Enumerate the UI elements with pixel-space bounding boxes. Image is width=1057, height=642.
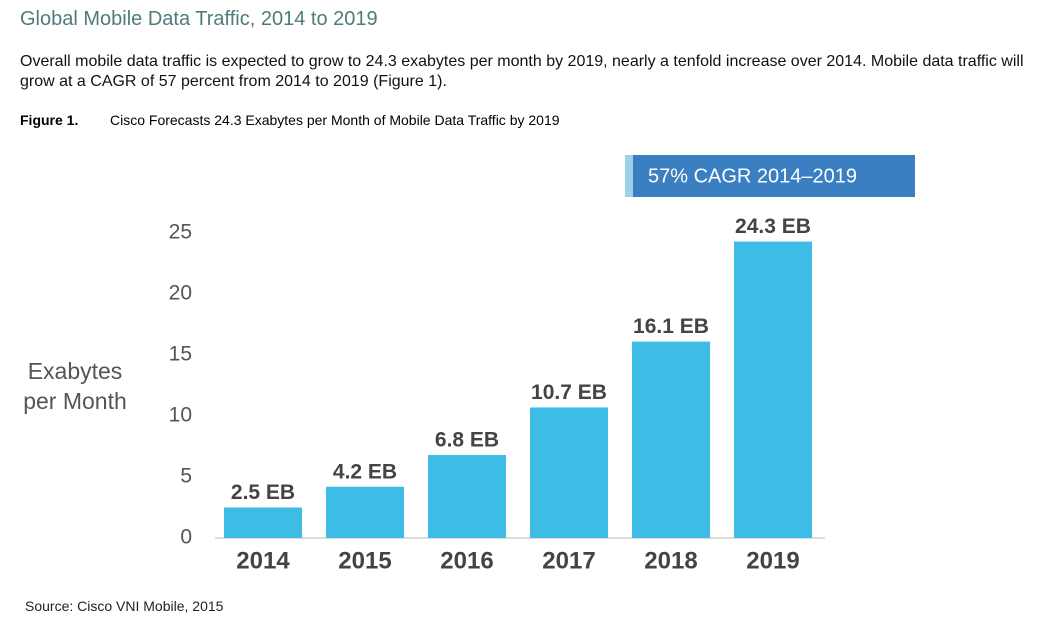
y-tick-label: 25: [169, 221, 192, 244]
x-tick-label: 2014: [236, 547, 290, 574]
paragraph: Overall mobile data traffic is expected …: [20, 53, 1024, 90]
annotation: 57% CAGR 2014–2019: [648, 165, 857, 187]
bar: [734, 241, 812, 539]
heading: Global Mobile Data Traffic, 2014 to 2019: [20, 8, 378, 30]
figure-label: Figure 1.: [20, 112, 79, 128]
value-label: 24.3 EB: [735, 215, 811, 238]
figure-caption: Cisco Forecasts 24.3 Exabytes per Month …: [110, 112, 560, 128]
x-tick-label: 2017: [542, 547, 595, 574]
bar: [326, 486, 404, 538]
y-tick-label: 0: [180, 526, 192, 549]
y-tick-label: 20: [169, 282, 192, 305]
source: Source: Cisco VNI Mobile, 2015: [25, 598, 224, 614]
value-label: 16.1 EB: [633, 315, 709, 338]
x-tick-label: 2015: [338, 547, 391, 574]
annotation-strip: [625, 155, 633, 197]
bar: [224, 507, 302, 538]
x-tick-label: 2018: [644, 547, 697, 574]
x-tick-label: 2019: [746, 547, 799, 574]
x-tick-label: 2016: [440, 547, 493, 574]
y-axis-label: Exabytes per Month: [23, 358, 127, 414]
bar: [428, 455, 506, 538]
bar: [530, 407, 608, 538]
value-label: 2.5 EB: [231, 481, 295, 504]
value-label: 6.8 EB: [435, 429, 499, 452]
value-label: 4.2 EB: [333, 460, 397, 483]
y-tick-label: 15: [169, 343, 192, 366]
annotation-box: [625, 155, 915, 197]
y-tick-label: 5: [180, 465, 192, 488]
value-label: 10.7 EB: [531, 381, 607, 404]
y-tick-label: 10: [169, 404, 192, 427]
bar: [632, 341, 710, 538]
